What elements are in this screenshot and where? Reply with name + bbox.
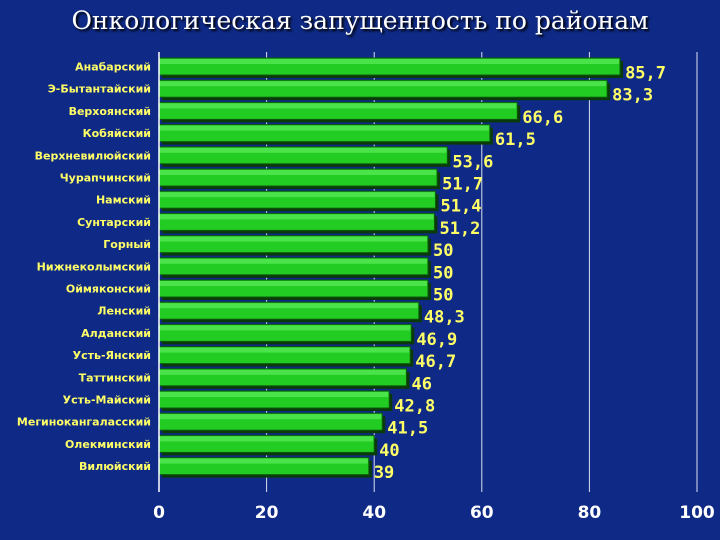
category-label: Ленский	[97, 305, 151, 318]
bar-highlight	[159, 303, 418, 309]
category-label: Верхоянский	[69, 105, 151, 118]
value-label: 40	[379, 441, 399, 461]
x-tick-label: 20	[255, 503, 279, 523]
bar-highlight	[159, 369, 406, 375]
value-label: 39	[374, 463, 394, 483]
value-label: 46	[411, 374, 431, 394]
bar-highlight	[159, 347, 410, 353]
bar-highlight	[159, 147, 447, 153]
category-label: Олекминский	[65, 438, 151, 451]
bar-highlight	[159, 192, 435, 198]
category-label: Кобяйский	[83, 127, 151, 140]
value-label: 48,3	[424, 308, 465, 328]
value-label: 41,5	[387, 419, 428, 439]
category-label: Сунтарский	[77, 216, 151, 229]
category-label: Усть-Майский	[63, 394, 151, 407]
value-label: 46,7	[415, 352, 456, 372]
bar-highlight	[159, 170, 437, 175]
category-label: Э-Бытантайский	[48, 83, 151, 96]
category-label: Верхневилюйский	[35, 149, 151, 162]
value-label: 66,6	[522, 108, 563, 128]
value-label: 51,7	[442, 175, 483, 195]
value-label: 50	[433, 241, 453, 261]
category-label: Анабарский	[75, 61, 151, 74]
value-label: 53,6	[452, 152, 493, 172]
category-label: Алданский	[81, 327, 151, 340]
bar-highlight	[159, 392, 389, 397]
category-label: Намский	[96, 194, 151, 207]
value-label: 50	[433, 263, 453, 283]
bar-highlight	[159, 103, 517, 109]
value-label: 50	[433, 286, 453, 306]
value-label: 51,4	[441, 197, 482, 217]
bar-highlight	[159, 125, 489, 131]
category-label: Усть-Янский	[73, 349, 151, 362]
category-label: Нижнеколымский	[37, 260, 151, 273]
value-label: 85,7	[625, 64, 666, 84]
bar-highlight	[159, 258, 427, 264]
bar-highlight	[159, 281, 427, 286]
value-label: 46,9	[416, 330, 457, 350]
value-label: 61,5	[495, 130, 536, 150]
bar-highlight	[159, 214, 434, 220]
bar-highlight	[159, 81, 607, 87]
bar-highlight	[159, 458, 368, 464]
category-label: Горный	[103, 238, 151, 251]
x-tick-label: 0	[153, 503, 165, 523]
bar-highlight	[159, 59, 620, 64]
slide-title: Онкологическая запущенность по районам	[71, 6, 649, 35]
x-tick-label: 60	[470, 503, 494, 523]
value-label: 83,3	[612, 86, 653, 106]
bar-highlight	[159, 236, 427, 242]
category-label: Мегинокангаласский	[17, 416, 151, 429]
bar-highlight	[159, 414, 382, 420]
x-tick-label: 100	[679, 503, 715, 523]
category-label: Оймяконский	[66, 283, 151, 296]
category-label: Чурапчинский	[60, 172, 151, 185]
bar-highlight	[159, 436, 374, 442]
x-tick-label: 80	[578, 503, 602, 523]
bar-highlight	[159, 325, 411, 331]
value-label: 42,8	[394, 397, 435, 417]
x-tick-label: 40	[362, 503, 386, 523]
category-label: Вилюйский	[79, 460, 151, 473]
value-label: 51,2	[439, 219, 480, 239]
category-label: Таттинский	[79, 371, 151, 384]
